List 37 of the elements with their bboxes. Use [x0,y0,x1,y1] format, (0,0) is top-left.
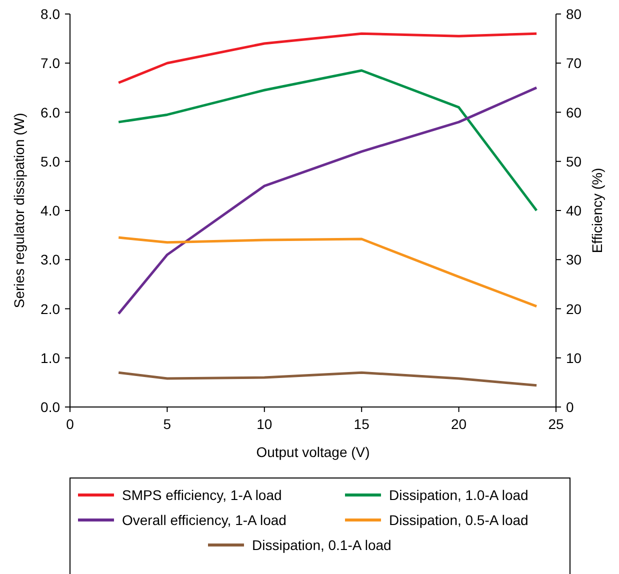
legend-label: Dissipation, 0.5-A load [389,512,528,528]
line-series [117,69,538,212]
y-tick-label: 5.0 [40,153,60,170]
y-tick-label: 0.0 [40,399,60,415]
x-tick-label: 5 [163,416,172,432]
y-axis-title: Series regulator dissipation (W) [11,112,27,308]
y2-tick-label: 80 [566,6,582,22]
x-tick-label: 10 [256,416,272,432]
x-tick-label: 0 [66,416,74,432]
y2-tick-label: 50 [566,153,582,170]
y2-tick-label: 0 [566,399,574,415]
line-series [117,86,538,315]
y-tick-label: 8.0 [40,6,60,22]
y-tick-label: 6.0 [40,104,60,120]
y2-tick-label: 10 [566,350,582,366]
y2-axis-title: Efficiency (%) [589,168,605,254]
y-tick-label: 1.0 [40,350,60,366]
y2-tick-label: 70 [566,55,582,72]
legend-label: SMPS efficiency, 1-A load [122,487,282,503]
legend-label: Dissipation, 1.0-A load [389,487,528,503]
legend-label: Overall efficiency, 1-A load [122,512,286,528]
y2-tick-label: 60 [566,104,582,120]
x-tick-label: 25 [548,416,564,432]
line-series [117,371,538,387]
y2-tick-label: 40 [566,202,582,218]
line-series [117,32,538,84]
line-series [117,236,538,308]
y-tick-label: 3.0 [40,252,60,268]
y-tick-label: 4.0 [40,202,60,218]
x-tick-label: 20 [451,416,467,432]
y-tick-label: 7.0 [40,55,60,72]
y-tick-label: 2.0 [40,300,60,317]
y2-tick-label: 30 [566,252,582,268]
legend-label: Dissipation, 0.1-A load [252,537,392,553]
x-tick-label: 15 [354,416,370,432]
y2-tick-label: 20 [566,300,582,317]
x-axis-title: Output voltage (V) [256,444,370,460]
